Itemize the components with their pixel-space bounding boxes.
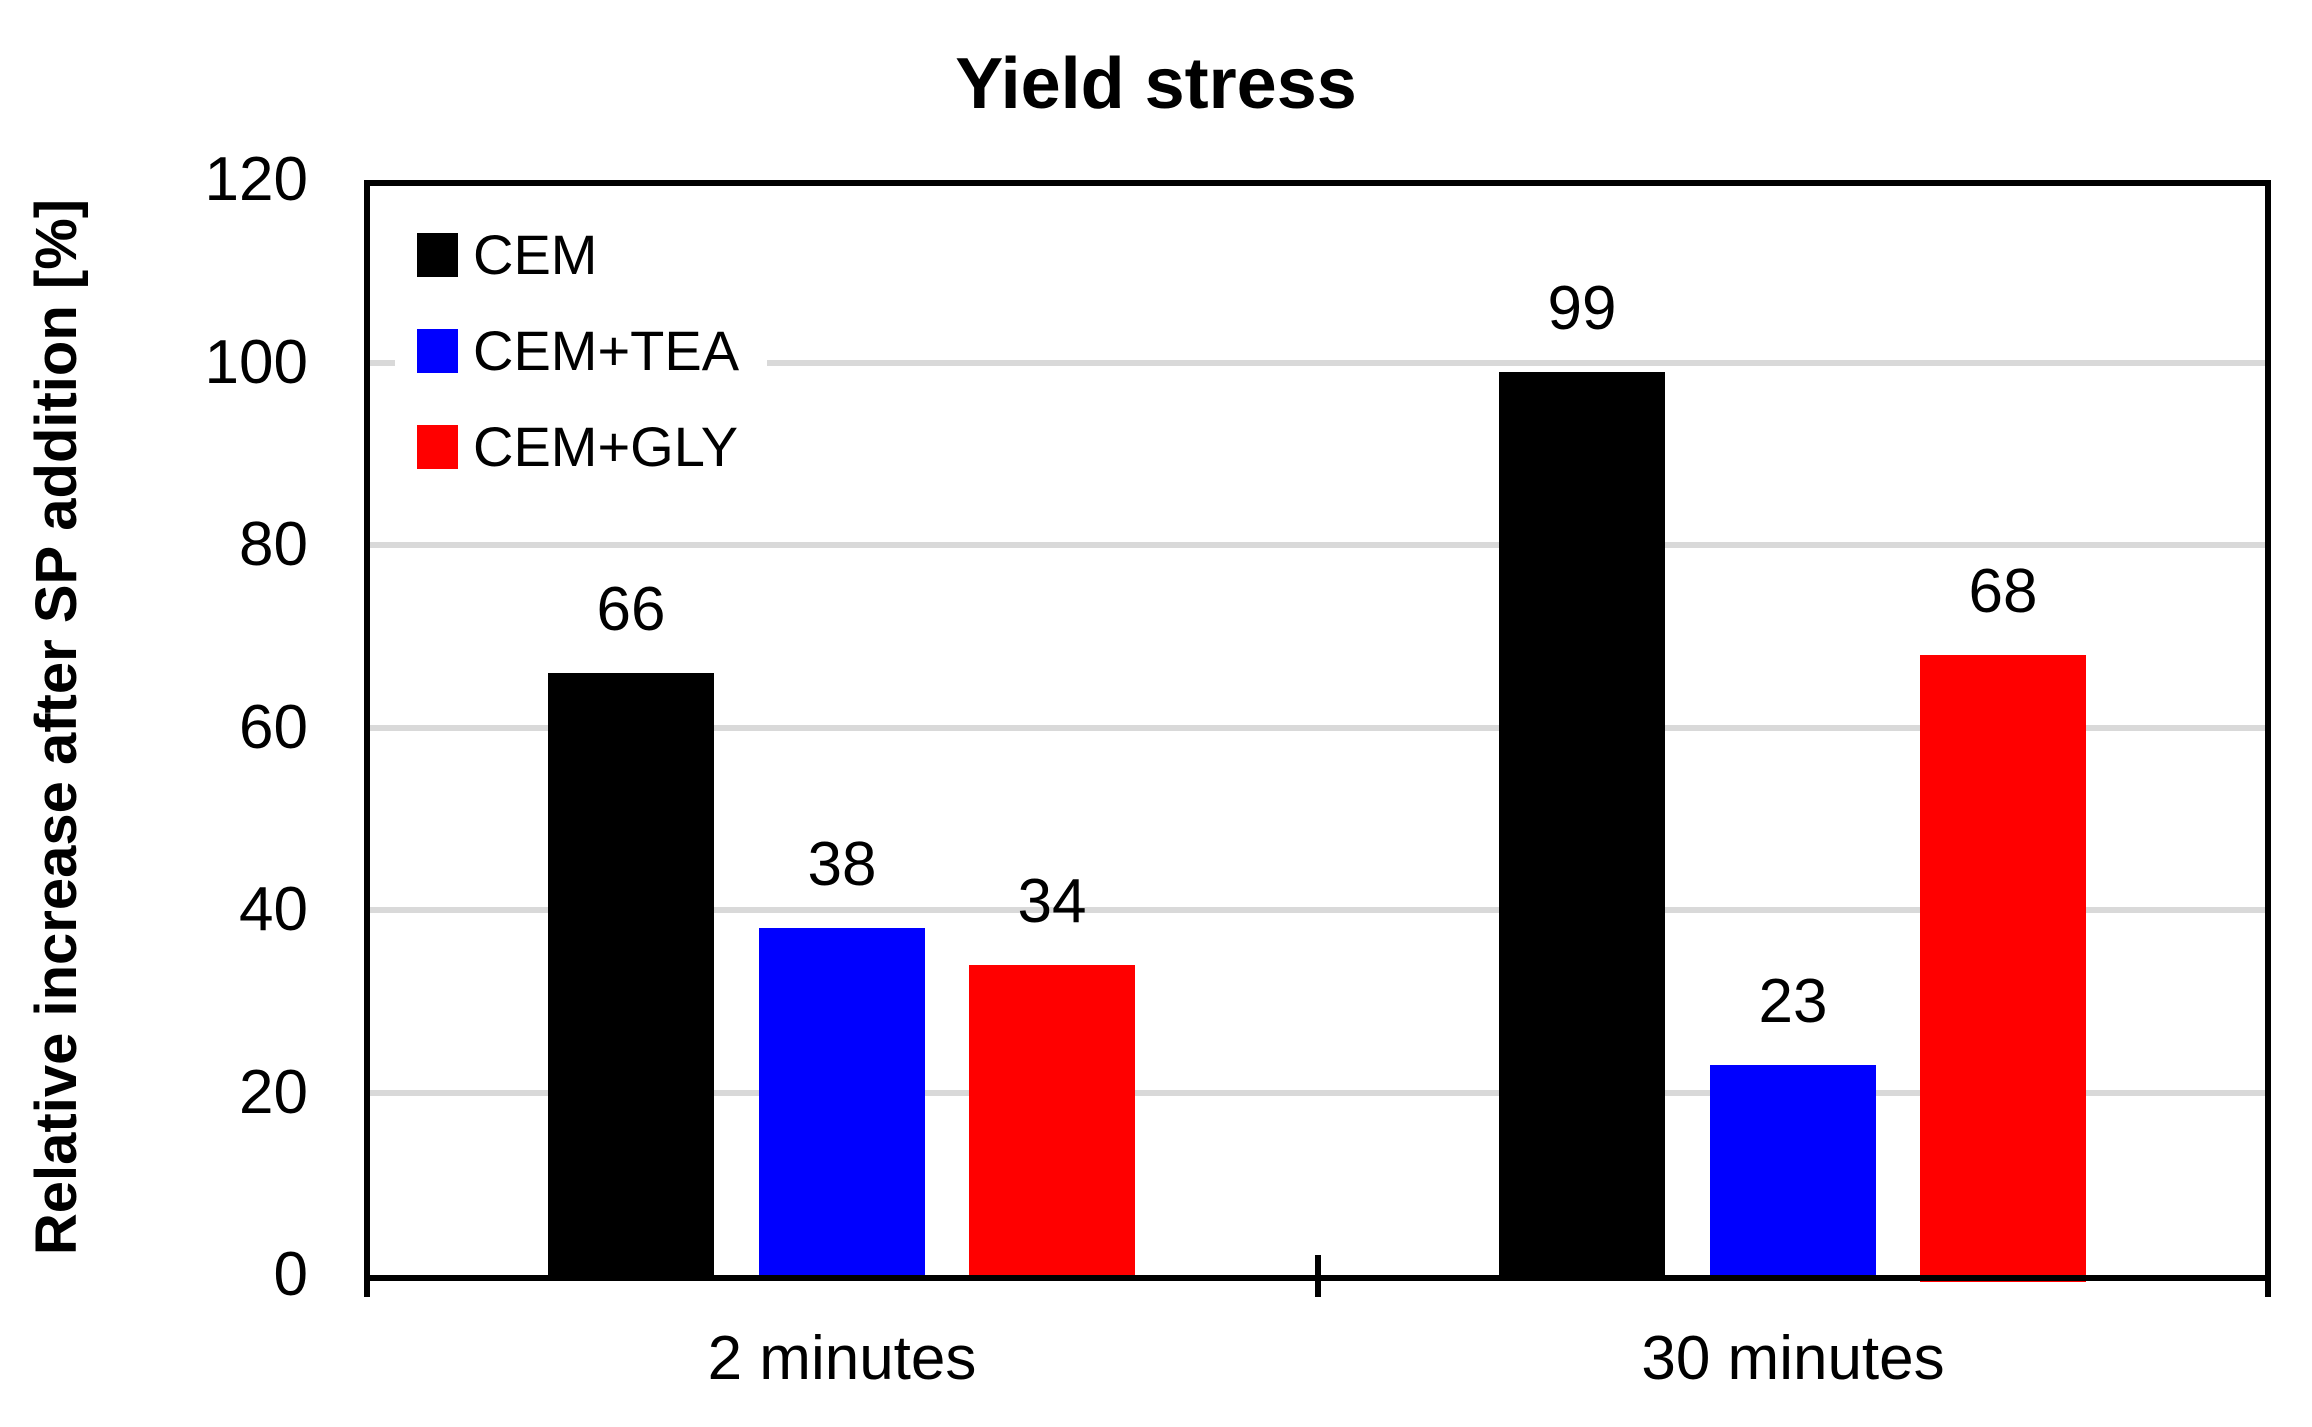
ytick-label-100: 100 xyxy=(204,328,308,397)
legend-label-CEM+TEA: CEM+TEA xyxy=(473,319,740,382)
legend-item-CEM+TEA: CEM+TEA xyxy=(395,307,767,395)
plot-border-top xyxy=(364,180,2271,186)
legend-label-CEM: CEM xyxy=(473,223,598,286)
ytick-label-120: 120 xyxy=(204,145,308,214)
chart-title: Yield stress xyxy=(955,44,1357,124)
bar-CEM+TEA-30-minutes xyxy=(1710,1065,1876,1281)
data-label-CEM+GLY-2-minutes: 34 xyxy=(1017,867,1087,936)
bar-CEM-30-minutes xyxy=(1499,372,1665,1281)
data-label-CEM-2-minutes: 66 xyxy=(596,575,666,644)
x-axis-mid-tick xyxy=(1315,1255,1321,1297)
legend-swatch-CEM+GLY xyxy=(417,425,458,469)
bar-CEM-2-minutes xyxy=(548,673,714,1281)
gridline-80 xyxy=(370,542,2265,548)
legend-swatch-CEM xyxy=(417,233,458,277)
legend: CEM CEM+TEA CEM+GLY xyxy=(395,205,767,497)
gridline-100 xyxy=(370,360,2265,366)
data-label-CEM+GLY-30-minutes: 68 xyxy=(1968,557,2038,626)
bar-CEM+GLY-30-minutes xyxy=(1920,655,2086,1282)
y-axis-line xyxy=(364,180,370,1297)
data-label-CEM-30-minutes: 99 xyxy=(1547,274,1617,343)
legend-item-CEM: CEM xyxy=(395,211,767,299)
gridline-60 xyxy=(370,725,2265,731)
category-label-2-minutes: 2 minutes xyxy=(707,1324,977,1393)
legend-item-CEM+GLY: CEM+GLY xyxy=(395,403,767,491)
gridline-40 xyxy=(370,907,2265,913)
legend-label-CEM+GLY: CEM+GLY xyxy=(473,415,739,478)
bar-CEM+TEA-2-minutes xyxy=(759,928,925,1281)
data-label-CEM+TEA-30-minutes: 23 xyxy=(1758,967,1828,1036)
category-label-30-minutes: 30 minutes xyxy=(1641,1324,1945,1393)
ytick-label-20: 20 xyxy=(239,1058,308,1127)
data-label-CEM+TEA-2-minutes: 38 xyxy=(807,830,877,899)
bar-CEM+GLY-2-minutes xyxy=(969,965,1135,1281)
gridline-20 xyxy=(370,1090,2265,1096)
plot-border-right xyxy=(2265,180,2271,1297)
ytick-label-60: 60 xyxy=(239,693,308,762)
ytick-label-40: 40 xyxy=(239,875,308,944)
ytick-label-80: 80 xyxy=(239,510,308,579)
ytick-label-0: 0 xyxy=(273,1240,308,1309)
legend-swatch-CEM+TEA xyxy=(417,329,458,373)
